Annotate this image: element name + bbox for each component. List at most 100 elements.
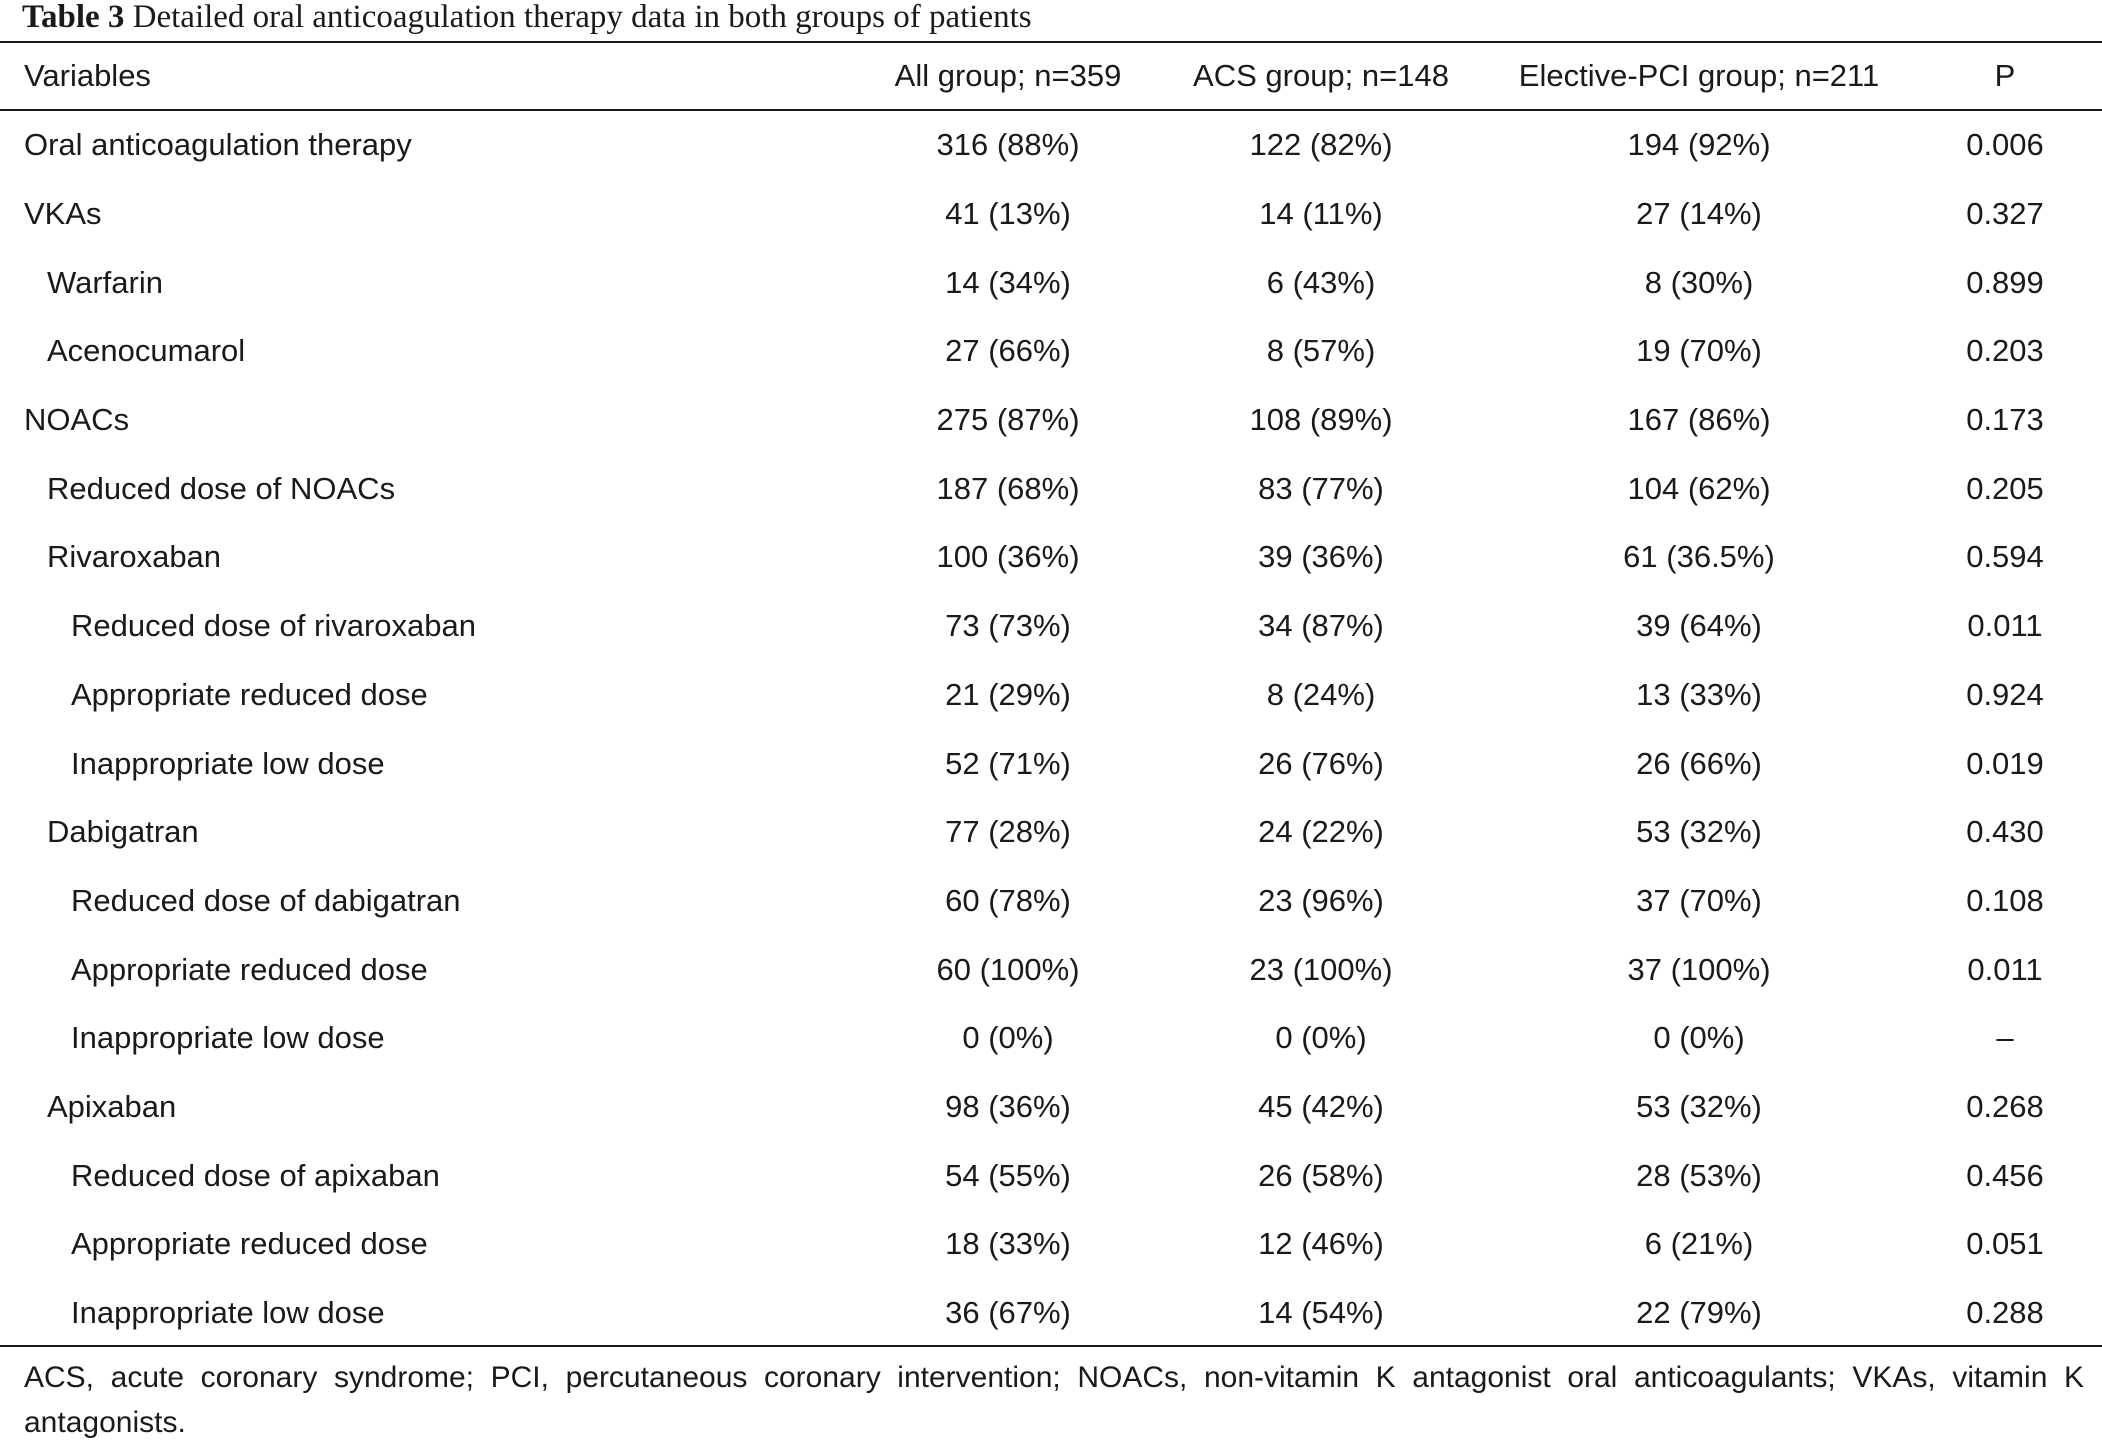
cell-all-group: 14 (34%) — [945, 264, 1071, 300]
cell-elective-group: 28 (53%) — [1636, 1157, 1762, 1193]
cell-all-group: 54 (55%) — [945, 1157, 1071, 1193]
cell-variable: Reduced dose of apixaban — [71, 1157, 440, 1193]
table-header-row: Variables All group; n=359 ACS group; n=… — [0, 43, 2102, 109]
cell-elective-group: 53 (32%) — [1636, 1088, 1762, 1124]
table-row: Reduced dose of NOACs 187 (68%) 83 (77%) 10… — [0, 454, 2102, 523]
table-header-rule — [0, 109, 2102, 111]
cell-elective-group: 8 (30%) — [1644, 264, 1754, 300]
cell-variable: VKAs — [24, 196, 102, 232]
cell-acs-group: 39 (36%) — [1258, 539, 1384, 575]
cell-all-group: 316 (88%) — [936, 127, 1080, 163]
cell-elective-group: 53 (32%) — [1636, 814, 1762, 850]
cell-p-value: 0.205 — [1966, 470, 2044, 506]
cell-p-value: – — [1996, 1020, 2014, 1056]
table-row: Warfarin 14 (34%) 6 (43%) 8 (30%) 0.899 — [0, 248, 2102, 317]
cell-p-value: 0.594 — [1966, 539, 2044, 575]
cell-all-group: 21 (29%) — [945, 676, 1071, 712]
table-row: Inappropriate low dose 0 (0%) 0 (0%) 0 (0%)… — [0, 1004, 2102, 1073]
cell-acs-group: 23 (100%) — [1249, 951, 1393, 987]
cell-p-value: 0.051 — [1966, 1226, 2044, 1262]
cell-p-value: 0.924 — [1966, 676, 2044, 712]
cell-all-group: 41 (13%) — [945, 196, 1071, 232]
cell-variable: Dabigatran — [47, 814, 199, 850]
cell-acs-group: 122 (82%) — [1249, 127, 1393, 163]
cell-acs-group: 34 (87%) — [1258, 608, 1384, 644]
cell-all-group: 77 (28%) — [945, 814, 1071, 850]
cell-elective-group: 104 (62%) — [1627, 470, 1771, 506]
cell-variable: NOACs — [24, 402, 130, 438]
header-acs-group: ACS group; n=148 — [1193, 58, 1449, 93]
anticoagulation-table: Variables All group; n=359 ACS group; n=… — [0, 43, 2102, 1330]
cell-all-group: 60 (100%) — [936, 951, 1080, 987]
cell-p-value: 0.108 — [1966, 882, 2044, 918]
cell-acs-group: 24 (22%) — [1258, 814, 1384, 850]
table-row: Apixaban 98 (36%) 45 (42%) 53 (32%) 0.268 — [0, 1073, 2102, 1142]
cell-all-group: 60 (78%) — [945, 882, 1071, 918]
cell-variable: Warfarin — [47, 264, 163, 300]
cell-all-group: 27 (66%) — [945, 333, 1071, 369]
cell-all-group: 18 (33%) — [945, 1226, 1071, 1262]
cell-elective-group: 0 (0%) — [1653, 1020, 1745, 1056]
table-row: NOACs 275 (87%) 108 (89%) 167 (86%) 0.173 — [0, 386, 2102, 455]
cell-elective-group: 39 (64%) — [1636, 608, 1762, 644]
cell-variable: Reduced dose of rivaroxaban — [71, 608, 476, 644]
table-top-rule — [0, 41, 2102, 43]
cell-variable: Inappropriate low dose — [71, 745, 385, 781]
table-row: Appropriate reduced dose 18 (33%) 12 (46%)… — [0, 1210, 2102, 1279]
cell-elective-group: 6 (21%) — [1644, 1226, 1754, 1262]
cell-acs-group: 26 (76%) — [1258, 745, 1384, 781]
cell-variable: Rivaroxaban — [47, 539, 222, 575]
table-row: Inappropriate low dose 36 (67%) 14 (54%) 22… — [0, 1279, 2102, 1348]
cell-variable: Acenocumarol — [47, 333, 246, 369]
cell-all-group: 98 (36%) — [945, 1088, 1071, 1124]
cell-acs-group: 26 (58%) — [1258, 1157, 1384, 1193]
header-elective-group: Elective-PCI group; n=211 — [1518, 58, 1880, 93]
cell-acs-group: 83 (77%) — [1258, 470, 1384, 506]
cell-variable: Appropriate reduced dose — [71, 1226, 428, 1262]
table-row: Inappropriate low dose 52 (71%) 26 (76%) 26… — [0, 729, 2102, 798]
table-row: Oral anticoagulation therapy 316 (88%) 122… — [0, 111, 2102, 180]
cell-p-value: 0.288 — [1966, 1295, 2044, 1331]
cell-variable: Appropriate reduced dose — [71, 676, 428, 712]
cell-elective-group: 26 (66%) — [1636, 745, 1762, 781]
cell-variable: Oral anticoagulation therapy — [24, 127, 412, 163]
cell-all-group: 0 (0%) — [962, 1020, 1054, 1056]
table-caption-label: Table 3 — [22, 0, 125, 35]
table-row: Reduced dose of dabigatran 60 (78%) 23 (96… — [0, 867, 2102, 936]
table-caption: Table 3 Detailed oral anticoagulation th… — [22, 0, 1032, 38]
cell-acs-group: 8 (24%) — [1266, 676, 1376, 712]
cell-p-value: 0.019 — [1966, 745, 2044, 781]
cell-acs-group: 14 (54%) — [1258, 1295, 1384, 1331]
cell-all-group: 187 (68%) — [936, 470, 1080, 506]
table-row: Reduced dose of rivaroxaban 73 (73%) 34 (8… — [0, 592, 2102, 661]
cell-acs-group: 6 (43%) — [1266, 264, 1376, 300]
header-p-value: P — [1994, 58, 2016, 93]
table-row: Appropriate reduced dose 60 (100%) 23 (100… — [0, 935, 2102, 1004]
cell-elective-group: 194 (92%) — [1627, 127, 1771, 163]
cell-p-value: 0.899 — [1966, 264, 2044, 300]
cell-p-value: 0.173 — [1966, 402, 2044, 438]
table-row: Dabigatran 77 (28%) 24 (22%) 53 (32%) 0.430 — [0, 798, 2102, 867]
table-row: Acenocumarol 27 (66%) 8 (57%) 19 (70%) 0.203 — [0, 317, 2102, 386]
cell-acs-group: 12 (46%) — [1258, 1226, 1384, 1262]
table-body: Oral anticoagulation therapy 316 (88%) 122… — [0, 111, 2102, 1347]
cell-elective-group: 167 (86%) — [1627, 402, 1771, 438]
table-caption-text: Detailed oral anticoagulation therapy da… — [132, 0, 1032, 35]
cell-variable: Inappropriate low dose — [71, 1295, 385, 1331]
cell-elective-group: 61 (36.5%) — [1623, 539, 1775, 575]
cell-acs-group: 8 (57%) — [1266, 333, 1376, 369]
cell-all-group: 36 (67%) — [945, 1295, 1071, 1331]
cell-acs-group: 23 (96%) — [1258, 882, 1384, 918]
cell-elective-group: 13 (33%) — [1636, 676, 1762, 712]
cell-p-value: 0.327 — [1966, 196, 2044, 232]
cell-p-value: 0.456 — [1966, 1157, 2044, 1193]
table-footnote: ACS, acute coronary syndrome; PCI, percu… — [24, 1361, 2084, 1439]
cell-variable: Reduced dose of dabigatran — [71, 882, 461, 918]
cell-elective-group: 27 (14%) — [1636, 196, 1762, 232]
table-row: Rivaroxaban 100 (36%) 39 (36%) 61 (36.5%) 0.… — [0, 523, 2102, 592]
cell-all-group: 52 (71%) — [945, 745, 1071, 781]
cell-p-value: 0.011 — [1967, 951, 2043, 987]
cell-acs-group: 45 (42%) — [1258, 1088, 1384, 1124]
cell-p-value: 0.203 — [1966, 333, 2044, 369]
cell-all-group: 73 (73%) — [945, 608, 1071, 644]
